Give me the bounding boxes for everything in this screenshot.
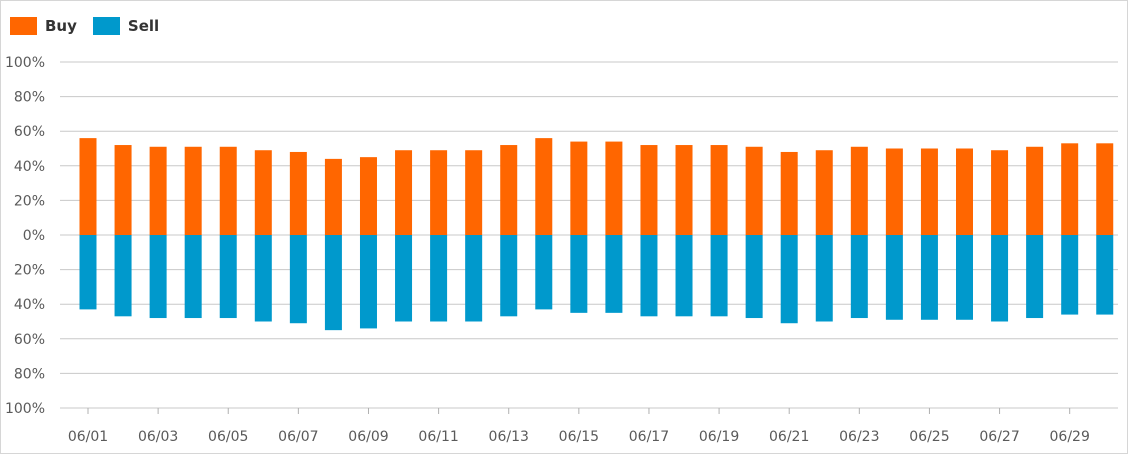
bar-buy (850, 146, 868, 235)
bar-buy (465, 150, 483, 235)
bar-buy (920, 148, 938, 235)
bar-sell (149, 235, 167, 319)
bar-sell (359, 235, 377, 329)
bar-buy (535, 138, 553, 235)
bar-buy (359, 157, 377, 235)
bar-buy (710, 145, 728, 235)
bar-sell (605, 235, 623, 313)
bar-sell (254, 235, 272, 322)
x-tick-label: 06/11 (418, 429, 458, 445)
y-tick-label: 20% (14, 193, 45, 209)
x-tick-label: 06/13 (489, 429, 529, 445)
bar-buy (570, 141, 588, 235)
bar-sell (570, 235, 588, 313)
bar-buy (1096, 143, 1114, 235)
x-tick-label: 06/19 (699, 429, 739, 445)
bar-sell (395, 235, 413, 322)
bar-buy (114, 145, 132, 235)
bar-buy (956, 148, 973, 235)
legend: Buy Sell (10, 17, 175, 35)
bar-buy (745, 146, 763, 235)
bar-sell (79, 235, 97, 310)
bar-buy (149, 146, 167, 235)
bar-sell (324, 235, 342, 331)
bar-buy (324, 158, 342, 235)
x-tick-label: 06/29 (1050, 429, 1090, 445)
x-tick-label: 06/21 (769, 429, 809, 445)
bar-buy (780, 151, 798, 235)
y-tick-label: 100% (5, 401, 45, 417)
y-tick-label: 80% (14, 90, 45, 106)
bar-sell (710, 235, 728, 317)
bar-sell (465, 235, 483, 322)
bar-sell (1061, 235, 1079, 315)
legend-label-sell: Sell (127, 17, 160, 35)
bar-buy (184, 146, 202, 235)
y-tick-label: 0% (23, 228, 45, 244)
bar-buy (254, 150, 272, 235)
bar-sell (1096, 235, 1114, 315)
bar-buy (675, 145, 693, 235)
x-tick-label: 06/17 (629, 429, 669, 445)
bar-sell (535, 235, 553, 310)
bar-buy (605, 141, 623, 235)
legend-item-buy[interactable]: Buy (10, 17, 77, 35)
legend-swatch-sell (92, 17, 120, 35)
x-tick-label: 06/27 (979, 429, 1019, 445)
bar-sell (885, 235, 903, 320)
bar-sell (1026, 235, 1044, 319)
bar-sell (640, 235, 658, 317)
bar-sell (500, 235, 518, 317)
bar-sell (991, 235, 1009, 322)
y-tick-label: 100% (5, 55, 45, 71)
bar-sell (675, 235, 693, 317)
bar-buy (885, 148, 903, 235)
bar-sell (430, 235, 448, 322)
y-tick-label: 40% (14, 297, 45, 313)
bar-buy (500, 145, 518, 235)
x-tick-label: 06/23 (839, 429, 879, 445)
y-tick-label: 80% (14, 366, 45, 382)
bar-sell (850, 235, 868, 319)
x-tick-label: 06/07 (278, 429, 318, 445)
x-tick-label: 06/05 (208, 429, 248, 445)
bar-sell (780, 235, 798, 324)
bar-buy (79, 138, 97, 235)
bar-sell (956, 235, 973, 320)
bar-buy (289, 151, 307, 235)
legend-swatch-buy (10, 17, 37, 35)
x-tick-label: 06/03 (138, 429, 178, 445)
x-tick-label: 06/25 (909, 429, 949, 445)
x-tick-label: 06/01 (68, 429, 108, 445)
y-tick-label: 60% (14, 332, 45, 348)
bar-sell (219, 235, 237, 319)
bar-buy (991, 150, 1009, 235)
bar-buy (395, 150, 413, 235)
bar-sell (184, 235, 202, 319)
legend-label-buy: Buy (45, 17, 77, 35)
x-tick-label: 06/09 (348, 429, 388, 445)
legend-item-sell[interactable]: Sell (92, 17, 160, 35)
y-tick-label: 60% (14, 124, 45, 140)
y-tick-label: 20% (14, 263, 45, 279)
bar-buy (1061, 143, 1079, 235)
bar-buy (640, 145, 658, 235)
bar-buy (219, 146, 237, 235)
bar-buy (815, 150, 833, 235)
bar-sell (745, 235, 763, 319)
bar-sell (815, 235, 833, 322)
bar-sell (289, 235, 307, 324)
bar-sell (920, 235, 938, 320)
x-tick-label: 06/15 (559, 429, 599, 445)
bar-buy (430, 150, 448, 235)
bar-sell (114, 235, 132, 317)
bar-buy (1026, 146, 1044, 235)
y-tick-label: 40% (14, 159, 45, 175)
